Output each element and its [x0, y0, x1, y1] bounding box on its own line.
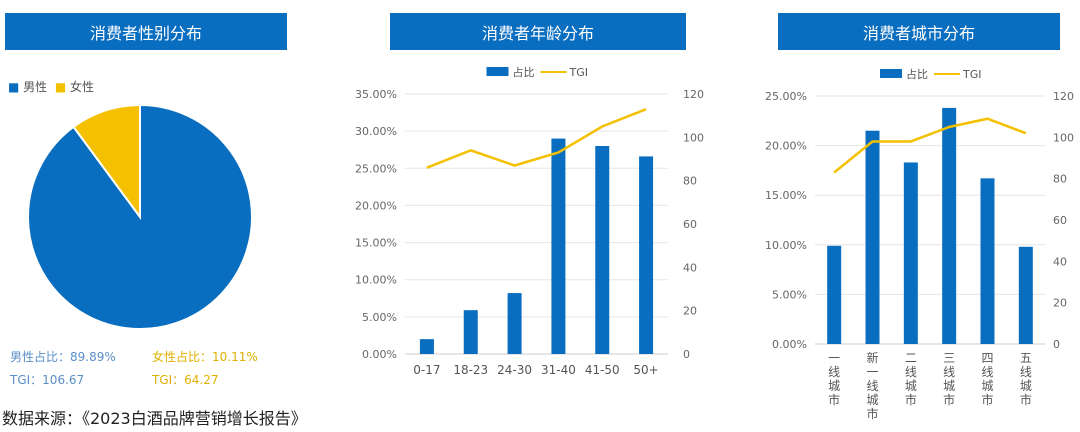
data-source: 数据来源：《2023白酒品牌营销增长报告》 — [2, 409, 307, 428]
legend-male: 男性 — [23, 80, 48, 94]
male-tgi-label: TGI：106.67 — [10, 373, 85, 387]
legend-share: 占比 — [513, 65, 535, 79]
male-share-label: 男性占比：89.89% — [10, 350, 116, 364]
x-tick-label-char: 市 — [828, 392, 840, 407]
y-tick-label: 30.00% — [355, 125, 397, 138]
x-tick-label: 0-17 — [413, 363, 440, 377]
y-tick-label: 20.00% — [355, 199, 397, 212]
y2-tick-label: 80 — [683, 175, 697, 188]
x-tick-label: 24-30 — [497, 363, 532, 377]
y-tick-label: 25.00% — [355, 162, 397, 175]
y2-tick-label: 20 — [683, 305, 697, 318]
x-tick-label-char: 四 — [981, 351, 993, 365]
y2-tick-label: 40 — [1053, 255, 1067, 268]
x-tick-label-char: 一 — [866, 365, 878, 379]
x-tick-label-char: 城 — [1020, 379, 1032, 393]
x-tick-label-char: 城 — [828, 379, 840, 393]
x-tick-label-char: 线 — [828, 365, 840, 379]
y-tick-label: 35.00% — [355, 88, 397, 101]
x-tick-label-char: 线 — [981, 365, 993, 379]
x-tick-label-char: 城 — [943, 379, 955, 393]
x-tick-label-char: 城 — [866, 393, 878, 407]
bar-50+ — [639, 156, 654, 354]
x-tick-label-char: 线 — [866, 379, 878, 393]
y-tick-label: 15.00% — [355, 237, 397, 250]
y-tick-label: 25.00% — [765, 90, 807, 103]
x-tick-label-char: 城 — [981, 379, 993, 393]
y2-tick-label: 100 — [683, 131, 704, 144]
legend-male-marker: ■ — [8, 80, 20, 94]
bar-0-17 — [419, 339, 434, 354]
x-tick-label-char: 三 — [943, 351, 955, 365]
tgi-line — [833, 117, 1027, 174]
x-tick-label-char: 一 — [828, 351, 840, 365]
bar-新一线城市 — [865, 130, 880, 344]
y2-tick-label: 80 — [1053, 173, 1067, 186]
x-tick-label-char: 市 — [981, 392, 993, 407]
bar-二线城市 — [903, 162, 918, 344]
y-tick-label: 10.00% — [355, 274, 397, 287]
bar-三线城市 — [942, 107, 957, 345]
y2-tick-label: 40 — [683, 261, 697, 274]
y-tick-label: 0.00% — [362, 348, 397, 361]
female-tgi-label: TGI：64.27 — [152, 373, 219, 387]
pie-slice-female — [72, 103, 141, 221]
x-tick-label-char: 市 — [905, 392, 917, 407]
legend-bar-marker — [880, 69, 902, 78]
y2-tick-label: 100 — [1053, 131, 1074, 144]
x-tick-label-char: 城 — [905, 379, 917, 393]
bar-18-23 — [463, 310, 478, 354]
x-tick-label-char: 市 — [943, 392, 955, 407]
y-tick-label: 15.00% — [765, 189, 807, 202]
bar-41-50 — [595, 146, 610, 354]
bar-四线城市 — [980, 178, 995, 344]
x-tick-label-char: 市 — [866, 406, 878, 421]
bar-一线城市 — [827, 245, 842, 344]
y2-tick-label: 20 — [1053, 297, 1067, 310]
x-tick-label: 31-40 — [541, 363, 576, 377]
x-tick-label: 50+ — [633, 363, 658, 377]
age-chart-title: 消费者年龄分布 — [390, 13, 686, 50]
y2-tick-label: 0 — [683, 348, 690, 361]
x-tick-label-char: 五 — [1020, 351, 1032, 365]
legend-share: 占比 — [906, 67, 928, 81]
pie-legend: ■ 男性 ■ 女性 — [8, 78, 94, 95]
y2-tick-label: 60 — [1053, 214, 1067, 227]
bar-五线城市 — [1018, 246, 1033, 344]
x-tick-label-char: 线 — [943, 365, 955, 379]
y-tick-label: 10.00% — [765, 239, 807, 252]
legend-tgi: TGI — [569, 66, 589, 79]
y-tick-label: 5.00% — [362, 311, 397, 324]
y-tick-label: 0.00% — [772, 338, 807, 351]
y-tick-label: 5.00% — [772, 288, 807, 301]
y2-tick-label: 120 — [683, 88, 704, 101]
y2-tick-label: 120 — [1053, 90, 1074, 103]
tgi-line — [426, 108, 647, 169]
y2-tick-label: 0 — [1053, 338, 1060, 351]
x-tick-label-char: 市 — [1020, 392, 1032, 407]
y2-tick-label: 60 — [683, 218, 697, 231]
x-tick-label: 41-50 — [585, 363, 620, 377]
y-tick-label: 20.00% — [765, 140, 807, 153]
legend-female-marker: ■ — [54, 80, 67, 94]
x-tick-label-char: 新 — [866, 350, 878, 365]
female-share-label: 女性占比：10.11% — [152, 350, 258, 364]
legend-female: 女性 — [70, 80, 95, 94]
gender-chart-title: 消费者性别分布 — [5, 13, 287, 50]
x-tick-label-char: 线 — [1020, 365, 1032, 379]
legend-bar-marker — [486, 67, 509, 76]
city-chart-title: 消费者城市分布 — [778, 13, 1060, 50]
legend-tgi: TGI — [962, 68, 982, 81]
bar-24-30 — [507, 293, 522, 354]
x-tick-label-char: 二 — [905, 351, 917, 365]
x-tick-label: 18-23 — [453, 363, 488, 377]
x-tick-label-char: 线 — [905, 365, 917, 379]
bar-31-40 — [551, 138, 566, 354]
